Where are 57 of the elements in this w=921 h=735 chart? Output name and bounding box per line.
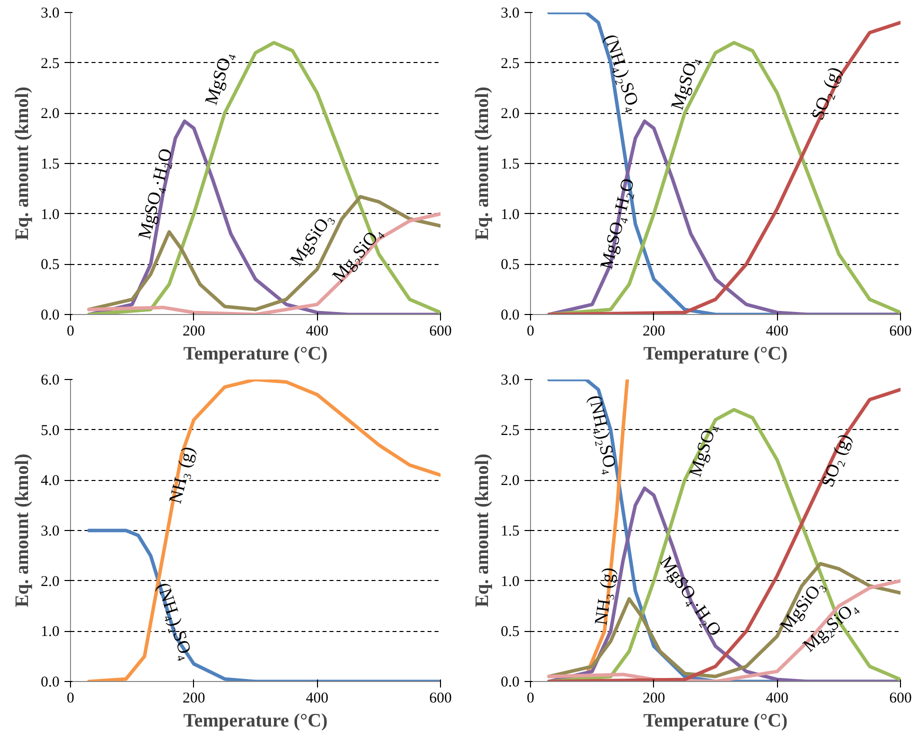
y-axis-title: Eq. amount (kmol) (12, 86, 33, 240)
y-tick-label: 1.0 (500, 574, 520, 590)
y-tick-label: 2.0 (40, 106, 60, 122)
x-tick-label: 0 (526, 690, 534, 706)
x-tick-label: 0 (66, 324, 74, 340)
y-tick-label: 6.0 (40, 372, 60, 388)
y-tick-label: 3.0 (40, 524, 60, 540)
x-tick-label: 400 (306, 690, 328, 706)
y-tick-label: 0.0 (500, 308, 520, 324)
y-tick-label: 2.5 (500, 56, 520, 72)
x-axis-title: Temperature (°C) (183, 344, 328, 364)
y-tick-label: 0.5 (500, 257, 520, 274)
x-tick-label: 600 (889, 690, 912, 706)
y-tick-label: 0.0 (40, 308, 60, 324)
x-tick-label: 600 (429, 324, 452, 340)
text: (NH₄)₂SO₄ (585, 393, 622, 476)
y-axis-title: Eq. amount (kmol) (12, 454, 33, 608)
y-tick-label: 2.0 (40, 574, 60, 590)
x-axis-title: Temperature (°C) (183, 710, 328, 732)
y-tick-label: 3.0 (500, 6, 520, 22)
y-tick-label: 2.0 (500, 106, 520, 122)
y-tick-label: 0.5 (500, 624, 520, 640)
text: NH₃ (g) (590, 566, 618, 626)
x-axis-title: Temperature (°C) (643, 344, 788, 364)
x-tick-label: 200 (182, 690, 206, 706)
y-tick-label: 2.5 (40, 56, 60, 72)
text: NH₃ (g) (164, 444, 198, 506)
x-axis-title: Temperature (°C) (643, 710, 788, 732)
y-tick-label: 5.0 (40, 422, 60, 439)
x-tick-label: 0 (66, 690, 74, 706)
x-tick-label: 200 (642, 690, 666, 706)
text: SO₂ (g) (807, 64, 845, 123)
y-tick-label: 0.5 (40, 257, 60, 274)
text: SO₂ (g) (817, 431, 855, 490)
y-tick-label: 1.5 (500, 156, 520, 172)
x-tick-label: 400 (766, 690, 788, 706)
x-tick-label: 600 (429, 690, 452, 706)
y-tick-label: 0.0 (500, 674, 520, 690)
x-tick-label: 0 (526, 324, 534, 340)
y-tick-label: 1.0 (40, 624, 60, 640)
y-tick-label: 3.0 (500, 372, 520, 388)
y-tick-label: 0.0 (40, 674, 60, 690)
y-axis-title: Eq. amount (kmol) (472, 86, 493, 240)
y-tick-label: 4.0 (40, 473, 60, 490)
y-tick-label: 1.0 (500, 206, 520, 223)
x-tick-label: 200 (182, 324, 206, 340)
y-tick-label: 1.5 (500, 524, 520, 540)
y-tick-label: 2.5 (500, 422, 520, 439)
y-tick-label: 1.0 (40, 206, 60, 223)
x-tick-label: 600 (889, 324, 912, 340)
x-tick-label: 400 (306, 324, 328, 340)
y-tick-label: 3.0 (40, 6, 60, 22)
x-tick-label: 400 (766, 324, 788, 340)
y-tick-label: 2.0 (500, 473, 520, 490)
x-tick-label: 200 (642, 324, 666, 340)
y-tick-label: 1.5 (40, 156, 60, 172)
y-axis-title: Eq. amount (kmol) (472, 454, 493, 608)
